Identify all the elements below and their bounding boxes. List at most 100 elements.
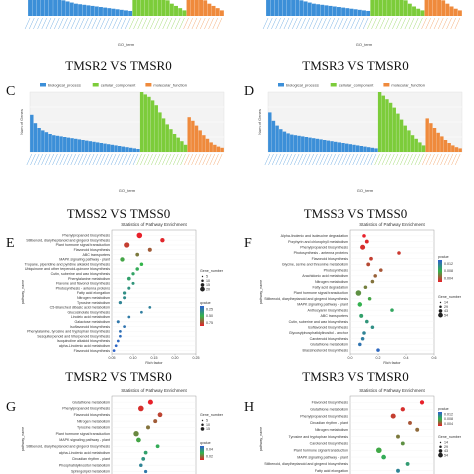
- bar-biological_process-8: [297, 135, 301, 152]
- bar-cellular_component-3: [382, 0, 387, 16]
- xtick-label-mark: [367, 153, 373, 166]
- qvalue-legend-title: qvalue: [200, 441, 211, 445]
- panel-letter-c: C: [6, 84, 16, 99]
- qvalue-legend-label: 0.008: [444, 417, 453, 421]
- bar-biological_process-22: [110, 144, 115, 152]
- pathway-label: Photosynthesis - antenna proteins: [56, 286, 111, 290]
- bar-cellular_component-7: [403, 125, 407, 152]
- xtick-label-mark: [158, 153, 164, 166]
- xtick-label-mark: [454, 17, 461, 30]
- xtick-label-mark: [346, 17, 352, 30]
- bar-biological_process-5: [48, 0, 53, 16]
- xtick-label-mark: [33, 17, 39, 30]
- pathway-label: Nitrogen metabolism: [315, 280, 348, 284]
- bar-molecular_function-4: [440, 136, 444, 152]
- bar-biological_process-25: [359, 146, 364, 152]
- pathway-dot: [369, 256, 373, 261]
- panel-letter-d: D: [244, 84, 255, 99]
- xtick-label-mark: [48, 153, 54, 166]
- x-tick-label: 0.0: [348, 356, 353, 360]
- bar-biological_process-17: [92, 141, 96, 152]
- gene-number-legend-title: Gene_number: [200, 269, 224, 273]
- xtick-label-mark: [107, 153, 113, 166]
- bar-molecular_function-1: [191, 120, 195, 152]
- xtick-label-mark: [389, 153, 395, 166]
- pathway-dot: [147, 247, 152, 252]
- xtick-label-mark: [292, 17, 298, 30]
- bar-cellular_component-12: [182, 10, 187, 16]
- gene-number-legend-dot: [200, 427, 205, 431]
- legend-swatch-biological_process: [40, 83, 46, 87]
- legend-swatch-biological_process: [278, 83, 284, 87]
- xtick-label-mark: [125, 17, 131, 30]
- gene-number-legend-label: 14: [444, 301, 448, 305]
- bar-biological_process-3: [40, 0, 45, 17]
- legend-swatch-cellular_component: [330, 83, 337, 87]
- pathway-label: ABC transporters: [320, 314, 348, 318]
- xtick-label-mark: [112, 17, 118, 30]
- bar-biological_process-2: [36, 0, 41, 16]
- xtick-label-mark: [173, 153, 179, 166]
- bar-biological_process-1: [270, 0, 275, 16]
- pathway-dot: [376, 447, 382, 454]
- gene-number-legend-label: 5: [206, 419, 208, 423]
- pathway-dot: [367, 296, 372, 301]
- xtick-label-mark: [162, 17, 168, 30]
- bar-cellular_component-0: [377, 92, 382, 152]
- bar-biological_process-21: [106, 144, 111, 152]
- xtick-label-mark: [33, 153, 40, 166]
- pathway-label: Porphyrin and chlorophyll metabolism: [288, 240, 348, 244]
- pathway-dot: [139, 262, 144, 266]
- xtick-label-mark: [92, 153, 98, 166]
- qvalue-legend-title: pvalue: [438, 255, 449, 259]
- y-axis-label: pathway_name: [21, 427, 25, 451]
- plot-area: [111, 229, 197, 355]
- xtick-label-mark: [37, 153, 43, 166]
- bar-biological_process-7: [57, 0, 62, 16]
- pathway-dot: [127, 315, 131, 319]
- bar-molecular_function-8: [216, 146, 221, 152]
- bar-molecular_function-3: [436, 132, 440, 152]
- bar-biological_process-4: [282, 0, 287, 17]
- pathway-dot: [396, 468, 400, 473]
- xtick-label-mark: [99, 153, 106, 166]
- bar-biological_process-13: [77, 139, 82, 152]
- gene-number-legend-label: 43: [444, 309, 448, 313]
- xtick-label-mark: [381, 153, 388, 166]
- bar-biological_process-6: [291, 0, 296, 17]
- xtick-label-mark: [195, 153, 201, 166]
- xtick-label-mark: [396, 153, 402, 166]
- xtick-label-mark: [408, 17, 415, 30]
- gene-number-legend-dot: [200, 283, 205, 287]
- xtick-label-mark: [400, 153, 406, 166]
- bar-cellular_component-9: [407, 3, 412, 16]
- pathway-label: Plant hormone signal transduction: [56, 243, 110, 247]
- xtick-label-mark: [436, 153, 443, 166]
- bar-biological_process-23: [352, 144, 356, 152]
- pathway-dot: [147, 399, 153, 405]
- caption-e: TMSR2 VS TMSR0: [65, 369, 172, 384]
- bar-biological_process-25: [121, 146, 126, 152]
- bar-biological_process-14: [81, 140, 85, 152]
- bar-molecular_function-9: [220, 147, 224, 152]
- xtick-label-mark: [271, 153, 278, 166]
- xtick-label-mark: [63, 153, 69, 166]
- bar-biological_process-11: [308, 137, 312, 152]
- xtick-label-mark: [392, 17, 398, 30]
- bar-biological_process-22: [357, 9, 362, 16]
- bar-biological_process-1: [33, 123, 38, 152]
- xtick-label-mark: [429, 153, 435, 166]
- bar-molecular_function-9: [458, 148, 462, 152]
- pathway-dot: [155, 444, 160, 449]
- pathway-dot: [148, 306, 152, 309]
- bar-biological_process-5: [48, 134, 52, 152]
- xtick-label-mark: [66, 17, 72, 30]
- bar-biological_process-1: [32, 0, 37, 16]
- bar-cellular_component-1: [143, 94, 147, 152]
- bar-biological_process-2: [275, 125, 279, 152]
- xtick-label-mark: [183, 17, 189, 30]
- xtick-label-mark: [209, 153, 216, 166]
- bar-biological_process-22: [119, 9, 124, 16]
- pathway-label: Plant hormone signal transduction: [294, 448, 348, 452]
- xtick-label-mark: [49, 17, 56, 30]
